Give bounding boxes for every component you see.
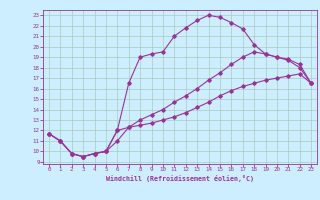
X-axis label: Windchill (Refroidissement éolien,°C): Windchill (Refroidissement éolien,°C)	[106, 175, 254, 182]
